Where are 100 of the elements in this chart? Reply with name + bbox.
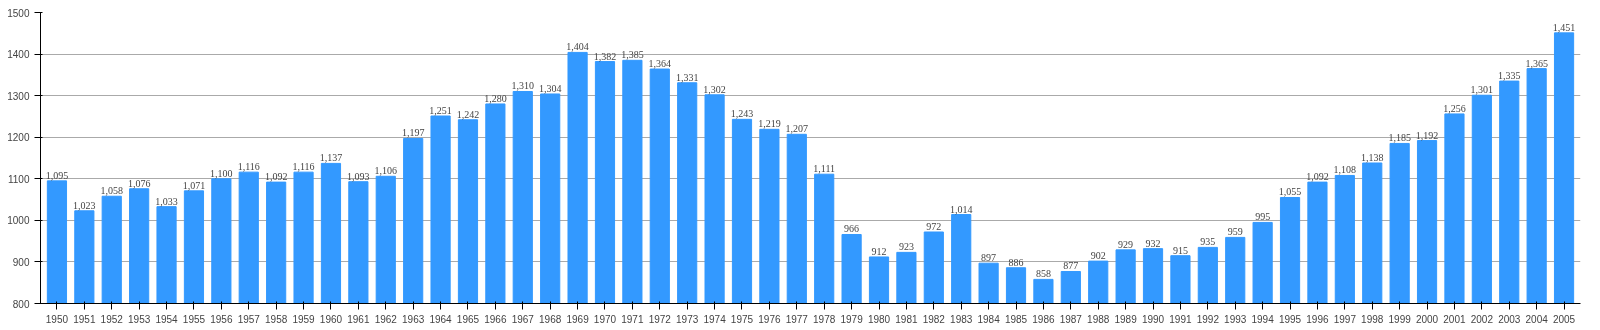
- data-label: 1,243: [730, 108, 754, 120]
- y-tick-label: 900: [12, 256, 30, 268]
- x-tick-label: 1965: [456, 313, 480, 325]
- data-label: 1,092: [264, 171, 288, 183]
- data-label: 1,137: [319, 152, 343, 164]
- y-tick-label: 1300: [7, 90, 30, 102]
- x-tick-label: 1985: [1004, 313, 1028, 325]
- data-label: 1,116: [292, 161, 315, 173]
- x-tick-label: 1961: [347, 313, 370, 325]
- data-label: 1,076: [127, 177, 151, 189]
- x-tick-label: 1996: [1306, 313, 1329, 325]
- x-tick-label: 1974: [703, 313, 727, 325]
- x-tick-label: 1995: [1278, 313, 1302, 325]
- data-label: 1,116: [237, 161, 260, 173]
- x-tick-label: 1972: [648, 313, 672, 325]
- data-label: 1,364: [648, 58, 672, 70]
- data-label: 1,185: [1388, 132, 1411, 144]
- x-tick-label: 1983: [950, 313, 973, 325]
- x-tick-label: 2004: [1525, 313, 1549, 325]
- x-tick-label: 1976: [758, 313, 781, 325]
- x-tick-label: 1981: [895, 313, 918, 325]
- data-label: 1,033: [155, 195, 178, 207]
- x-tick-label: 1963: [402, 313, 425, 325]
- data-label: 959: [1227, 226, 1243, 238]
- x-tick-label: 1969: [566, 313, 590, 325]
- data-label: 1,207: [785, 123, 809, 135]
- data-label: 1,242: [456, 108, 480, 120]
- data-label: 972: [926, 221, 942, 232]
- y-tick-label: 1000: [7, 215, 30, 227]
- x-tick-label: 1959: [292, 313, 316, 325]
- data-label: 1,071: [182, 179, 206, 191]
- y-tick-label: 1100: [8, 173, 30, 185]
- data-label: 1,093: [347, 170, 370, 182]
- x-tick-label: 1980: [867, 313, 891, 325]
- data-label: 1,301: [1470, 84, 1494, 96]
- data-label: 1,310: [511, 80, 535, 92]
- x-tick-label: 1967: [511, 313, 535, 325]
- x-tick-label: 1958: [265, 313, 288, 325]
- data-label: 929: [1118, 238, 1134, 250]
- x-tick-label: 2001: [1443, 313, 1467, 325]
- x-tick-label: 1953: [128, 313, 151, 325]
- x-tick-label: 1999: [1388, 313, 1412, 325]
- data-label: 1,138: [1360, 151, 1384, 163]
- x-tick-label: 1955: [182, 313, 206, 325]
- x-tick-label: 1982: [922, 313, 946, 325]
- x-tick-label: 1956: [210, 313, 233, 325]
- x-tick-label: 1964: [429, 313, 453, 325]
- data-label: 1,092: [1306, 171, 1329, 183]
- x-tick-label: 1973: [676, 313, 699, 325]
- x-tick-label: 1994: [1251, 313, 1275, 325]
- x-tick-label: 2005: [1552, 313, 1576, 325]
- data-label: 1,382: [593, 50, 617, 62]
- data-label: 1,256: [1443, 102, 1466, 114]
- x-tick-label: 1993: [1224, 313, 1247, 325]
- data-label: 923: [898, 241, 914, 253]
- data-label: 1,100: [210, 167, 233, 179]
- x-tick-label: 1952: [100, 313, 124, 325]
- data-label: 1,219: [758, 118, 781, 130]
- x-tick-label: 1975: [730, 313, 754, 325]
- data-label: 1,385: [621, 49, 644, 61]
- data-label: 1,058: [100, 185, 123, 197]
- x-tick-label: 2003: [1498, 313, 1521, 325]
- x-tick-label: 1977: [785, 313, 809, 325]
- x-tick-label: 1968: [539, 313, 562, 325]
- data-label: 1,251: [429, 105, 452, 117]
- data-label: 1,192: [1415, 129, 1439, 141]
- x-tick-label: 1987: [1059, 313, 1083, 325]
- data-label: 1,304: [538, 82, 562, 94]
- data-label: 1,365: [1525, 57, 1548, 69]
- x-tick-label: 2002: [1470, 313, 1494, 325]
- data-label: 932: [1145, 237, 1161, 249]
- data-label: 1,280: [484, 92, 507, 104]
- data-label: 1,335: [1498, 70, 1521, 82]
- data-label: 858: [1035, 268, 1051, 280]
- y-tick-label: 1500: [7, 7, 30, 19]
- x-tick-label: 1970: [593, 313, 617, 325]
- data-label: 915: [1172, 244, 1188, 256]
- data-label: 966: [844, 223, 860, 235]
- y-tick-label: 800: [12, 298, 30, 310]
- x-tick-label: 1998: [1361, 313, 1384, 325]
- x-tick-label: 1997: [1333, 313, 1357, 325]
- data-label: 897: [981, 252, 997, 264]
- data-label: 912: [871, 245, 887, 257]
- x-tick-label: 1951: [73, 313, 96, 325]
- y-tick-label: 1400: [7, 49, 30, 61]
- x-tick-label: 1966: [484, 313, 507, 325]
- data-label: 1,055: [1278, 186, 1302, 198]
- y-tick-label: 1200: [7, 132, 30, 144]
- x-tick-label: 1990: [1141, 313, 1165, 325]
- x-tick-label: 1954: [155, 313, 179, 325]
- data-label: 902: [1090, 250, 1106, 262]
- x-tick-label: 1962: [374, 313, 398, 325]
- data-label: 995: [1255, 211, 1271, 223]
- data-label: 1,111: [813, 163, 836, 175]
- data-label: 1,095: [45, 169, 69, 181]
- data-label: 886: [1008, 256, 1024, 268]
- x-tick-label: 1978: [813, 313, 836, 325]
- data-label: 1,108: [1333, 164, 1357, 176]
- data-label: 1,197: [401, 127, 425, 139]
- x-tick-label: 1989: [1114, 313, 1138, 325]
